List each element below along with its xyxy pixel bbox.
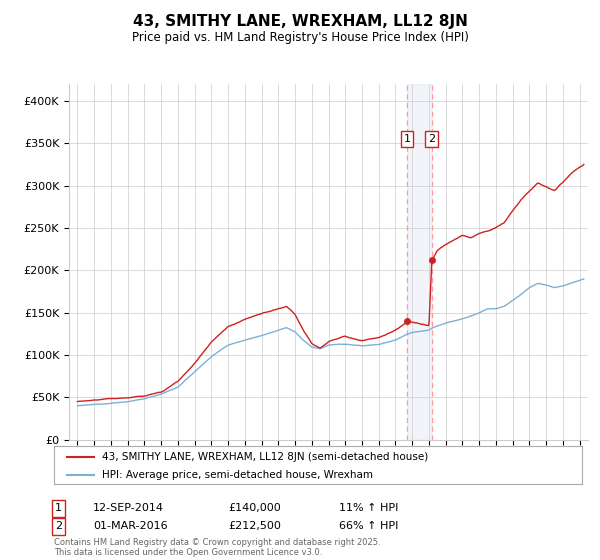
Text: HPI: Average price, semi-detached house, Wrexham: HPI: Average price, semi-detached house,… bbox=[101, 470, 373, 480]
Text: £140,000: £140,000 bbox=[228, 503, 281, 514]
Text: £212,500: £212,500 bbox=[228, 521, 281, 531]
Text: 66% ↑ HPI: 66% ↑ HPI bbox=[339, 521, 398, 531]
Text: 2: 2 bbox=[428, 134, 436, 144]
Text: 12-SEP-2014: 12-SEP-2014 bbox=[93, 503, 164, 514]
Text: 11% ↑ HPI: 11% ↑ HPI bbox=[339, 503, 398, 514]
Text: 1: 1 bbox=[55, 503, 62, 514]
Text: Price paid vs. HM Land Registry's House Price Index (HPI): Price paid vs. HM Land Registry's House … bbox=[131, 31, 469, 44]
Text: 01-MAR-2016: 01-MAR-2016 bbox=[93, 521, 167, 531]
Text: 43, SMITHY LANE, WREXHAM, LL12 8JN (semi-detached house): 43, SMITHY LANE, WREXHAM, LL12 8JN (semi… bbox=[101, 451, 428, 461]
Text: 1: 1 bbox=[404, 134, 410, 144]
Text: 2: 2 bbox=[55, 521, 62, 531]
Text: 43, SMITHY LANE, WREXHAM, LL12 8JN: 43, SMITHY LANE, WREXHAM, LL12 8JN bbox=[133, 14, 467, 29]
Bar bbox=[407, 84, 432, 440]
Text: Contains HM Land Registry data © Crown copyright and database right 2025.
This d: Contains HM Land Registry data © Crown c… bbox=[54, 538, 380, 557]
